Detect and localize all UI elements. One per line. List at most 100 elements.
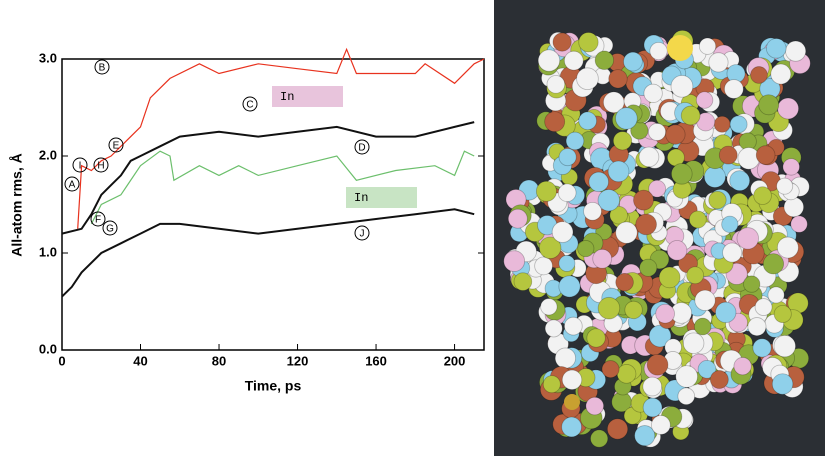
atom <box>564 394 580 410</box>
atom <box>680 105 701 126</box>
atom <box>615 107 638 130</box>
atom <box>565 131 585 151</box>
atom <box>639 258 658 277</box>
atom <box>770 63 792 85</box>
atom <box>615 273 634 292</box>
atom <box>697 359 717 379</box>
atom <box>736 227 759 250</box>
atom <box>675 365 698 388</box>
plot-frame <box>61 58 485 351</box>
atom <box>544 319 563 338</box>
annotation: A <box>69 180 76 191</box>
atom <box>648 122 667 141</box>
atom <box>607 160 630 183</box>
atom <box>558 255 576 272</box>
atom <box>578 111 598 131</box>
atom <box>670 75 694 98</box>
atom <box>729 170 751 192</box>
atom <box>642 376 663 397</box>
atom <box>586 328 606 348</box>
annotation: B <box>99 63 106 74</box>
atom <box>666 240 688 261</box>
atom <box>765 38 787 59</box>
atom <box>688 210 707 229</box>
atom <box>671 163 693 185</box>
atom <box>649 41 668 61</box>
atom <box>540 298 558 316</box>
atom <box>646 353 669 376</box>
atom <box>592 248 613 269</box>
annotation: I <box>79 161 82 172</box>
atom <box>721 215 739 233</box>
atom <box>615 221 638 244</box>
atom <box>750 66 768 84</box>
atom <box>737 147 761 170</box>
atom <box>722 242 743 263</box>
atom <box>583 201 602 221</box>
atom <box>561 416 582 438</box>
annotation-circle <box>354 225 370 241</box>
atom <box>782 158 800 176</box>
atom <box>601 360 620 379</box>
atom <box>708 190 727 210</box>
atom <box>790 215 808 233</box>
atom <box>576 67 599 91</box>
atom <box>557 183 577 203</box>
atom <box>623 51 643 72</box>
atom <box>703 165 726 188</box>
atom <box>585 396 605 416</box>
annotation-circle <box>108 137 124 153</box>
series-line <box>61 208 475 298</box>
atom <box>633 189 654 211</box>
annotation: F <box>95 215 101 226</box>
atom <box>546 75 566 94</box>
atom <box>758 94 780 116</box>
atom <box>747 317 767 337</box>
atom <box>597 296 621 320</box>
atom <box>544 111 566 133</box>
atom <box>507 208 528 229</box>
annotation: G <box>106 224 114 235</box>
atom <box>713 115 731 133</box>
atom <box>534 256 553 276</box>
annotation-circle <box>93 157 109 173</box>
atom <box>709 370 729 389</box>
annotation-circle <box>94 59 110 75</box>
atom <box>753 186 772 205</box>
annotation-circle <box>64 176 80 192</box>
atom <box>755 145 776 165</box>
atom <box>651 415 671 435</box>
atom <box>658 266 681 289</box>
annotation: D <box>358 143 365 154</box>
annotation: E <box>113 141 120 152</box>
atom <box>686 266 705 285</box>
annotation-circle <box>102 220 118 236</box>
y-axis-label: All-atom rms, Å <box>9 153 25 256</box>
atom <box>655 303 675 324</box>
y-tick-label: 3.0 <box>39 50 57 65</box>
atom <box>776 177 794 195</box>
atom <box>608 69 628 89</box>
x-tick-label: 40 <box>133 353 147 368</box>
series-line <box>90 150 475 225</box>
atom <box>762 253 785 275</box>
atom <box>771 373 794 395</box>
series-line <box>77 47 485 229</box>
atom <box>609 205 628 225</box>
atom <box>733 357 752 376</box>
label-box <box>346 187 417 208</box>
atom <box>552 32 572 52</box>
x-tick-label: 120 <box>287 353 309 368</box>
atom <box>563 316 583 336</box>
atom <box>538 236 562 259</box>
y-tick-label: 0.0 <box>39 341 57 356</box>
atom <box>693 317 712 336</box>
atom <box>773 304 792 323</box>
atom <box>785 40 807 62</box>
series-line <box>61 121 475 235</box>
box-label: In <box>280 90 294 104</box>
atom <box>754 298 773 316</box>
atom <box>642 397 663 418</box>
annotation-circle <box>354 139 370 155</box>
